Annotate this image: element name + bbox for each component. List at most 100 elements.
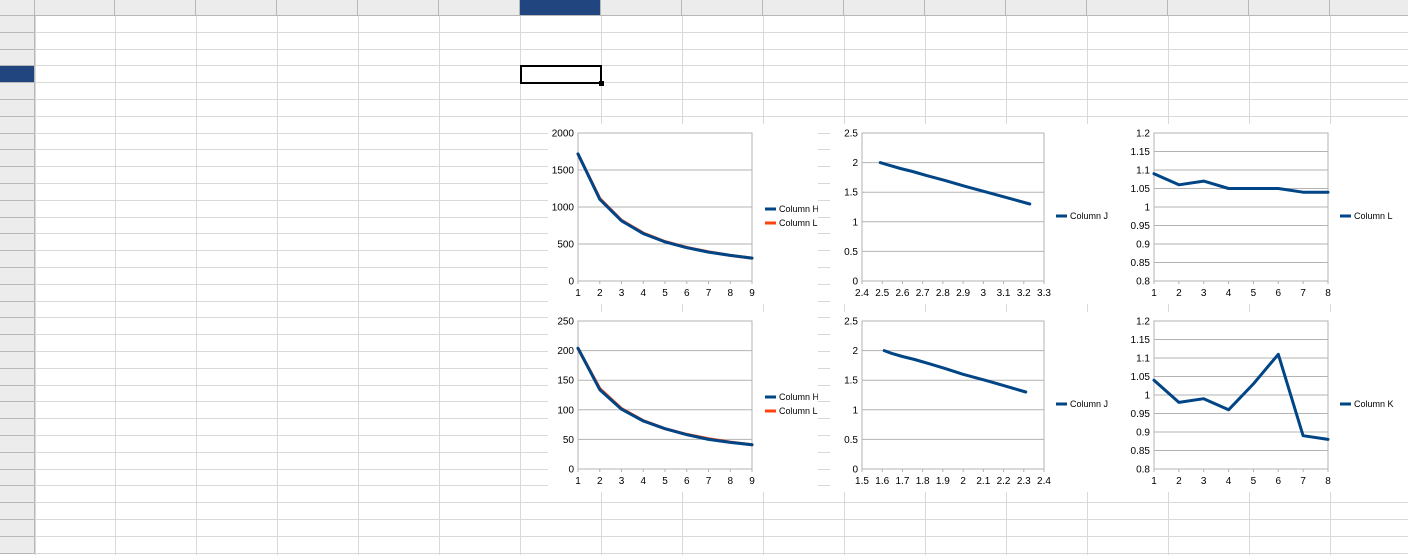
row-header-67[interactable] <box>0 486 35 504</box>
cell-i49[interactable] <box>115 185 196 201</box>
cell-m55[interactable] <box>439 285 520 301</box>
row-header-39[interactable] <box>0 16 35 33</box>
column-header-t[interactable] <box>1006 0 1087 16</box>
row-header-41[interactable] <box>0 49 35 67</box>
cell-m68[interactable] <box>439 504 520 520</box>
cell-k61[interactable] <box>277 386 358 402</box>
m-value-cell[interactable] <box>439 134 520 150</box>
row-header-45[interactable] <box>0 116 35 134</box>
row-header-53[interactable] <box>0 251 35 268</box>
cell-i65[interactable] <box>115 453 196 469</box>
cell-l63[interactable] <box>358 420 439 436</box>
cell-h53[interactable] <box>35 252 115 268</box>
cell-h45[interactable] <box>35 117 115 133</box>
cell-k67[interactable] <box>277 487 358 503</box>
cell-k68[interactable] <box>277 504 358 520</box>
cell-k47[interactable] <box>277 151 358 167</box>
section-title[interactable] <box>35 101 115 117</box>
cell-m66[interactable] <box>439 470 520 486</box>
cell-i55[interactable] <box>115 285 196 301</box>
cell-j64[interactable] <box>196 437 277 453</box>
row-header-66[interactable] <box>0 469 35 487</box>
cell-i47[interactable] <box>115 151 196 167</box>
cell-j56[interactable] <box>196 302 277 318</box>
cell-h67[interactable] <box>35 487 115 503</box>
cell-l46[interactable] <box>358 134 439 150</box>
row-header-44[interactable] <box>0 100 35 117</box>
column-header-n[interactable] <box>520 0 601 16</box>
cell-j59[interactable] <box>196 353 277 369</box>
row-header-57[interactable] <box>0 318 35 336</box>
cell-j61[interactable] <box>196 386 277 402</box>
cell-j51[interactable] <box>196 218 277 234</box>
cell-l48[interactable] <box>358 168 439 184</box>
row-header-54[interactable] <box>0 268 35 285</box>
cell-m64[interactable] <box>439 437 520 453</box>
column-header-q[interactable] <box>763 0 844 16</box>
column-header-o[interactable] <box>601 0 682 16</box>
row-header-50[interactable] <box>0 200 35 218</box>
row-header-47[interactable] <box>0 150 35 168</box>
cell-h46[interactable] <box>35 134 115 150</box>
cell-h58[interactable] <box>35 336 115 352</box>
cell-l56[interactable] <box>358 302 439 318</box>
cell-i63[interactable] <box>115 420 196 436</box>
row-header-43[interactable] <box>0 83 35 100</box>
cell-m52[interactable] <box>439 235 520 251</box>
column-header-h[interactable] <box>35 0 115 16</box>
cell-j62[interactable] <box>196 403 277 419</box>
cell-j66[interactable] <box>196 470 277 486</box>
selected-cell-n42[interactable] <box>520 65 602 85</box>
cell-m69[interactable] <box>439 521 520 537</box>
cell-h61[interactable] <box>35 386 115 402</box>
chart-5[interactable]: 0 0.5 1 1.5 2 2.5 1.5 1.6 1.7 1.8 1.9 2 2.1 2.2 2.3 2.4… <box>830 312 1120 492</box>
cell-h64[interactable] <box>35 437 115 453</box>
cell-j65[interactable] <box>196 453 277 469</box>
cell-k54[interactable] <box>277 269 358 285</box>
row-header-42[interactable] <box>0 66 35 84</box>
cell-k69[interactable] <box>277 521 358 537</box>
cell-h62[interactable] <box>35 403 115 419</box>
cell-h69[interactable] <box>35 521 115 537</box>
cell-h49[interactable] <box>35 185 115 201</box>
row-header-40[interactable] <box>0 32 35 50</box>
column-header-p[interactable] <box>682 0 763 16</box>
cell-l66[interactable] <box>358 470 439 486</box>
cell-k65[interactable] <box>277 453 358 469</box>
cell-h54[interactable] <box>35 269 115 285</box>
formula-label[interactable] <box>439 336 520 352</box>
cell-i53[interactable] <box>115 252 196 268</box>
cell-j55[interactable] <box>196 285 277 301</box>
row-header-68[interactable] <box>0 503 35 520</box>
cell-l52[interactable] <box>358 235 439 251</box>
cell-i51[interactable] <box>115 218 196 234</box>
row-header-49[interactable] <box>0 184 35 201</box>
cell-m48[interactable] <box>439 168 520 184</box>
cell-h48[interactable] <box>35 168 115 184</box>
cell-l59[interactable] <box>358 353 439 369</box>
cell-l68[interactable] <box>358 504 439 520</box>
cell-h55[interactable] <box>35 285 115 301</box>
cell-m56[interactable] <box>439 302 520 318</box>
row-header-69[interactable] <box>0 520 35 537</box>
cell-k63[interactable] <box>277 420 358 436</box>
cell-j67[interactable] <box>196 487 277 503</box>
cell-h52[interactable] <box>35 235 115 251</box>
cell-k64[interactable] <box>277 437 358 453</box>
cell-j60[interactable] <box>196 369 277 385</box>
chart-4[interactable]: 0 50 100 150 200 250 1 2 3 4 5 6 7 8 9 Column H Column L <box>548 312 818 492</box>
cell-j48[interactable] <box>196 168 277 184</box>
row-header-58[interactable] <box>0 335 35 352</box>
cell-l54[interactable] <box>358 269 439 285</box>
cell-i56[interactable] <box>115 302 196 318</box>
cell-j49[interactable] <box>196 185 277 201</box>
cell-k60[interactable] <box>277 369 358 385</box>
column-header-v[interactable] <box>1168 0 1249 16</box>
cell-l60[interactable] <box>358 369 439 385</box>
row-header-55[interactable] <box>0 284 35 302</box>
cell-h68[interactable] <box>35 504 115 520</box>
cell-k62[interactable] <box>277 403 358 419</box>
row-header-52[interactable] <box>0 234 35 252</box>
cell-m62[interactable] <box>439 403 520 419</box>
cell-k48[interactable] <box>277 168 358 184</box>
